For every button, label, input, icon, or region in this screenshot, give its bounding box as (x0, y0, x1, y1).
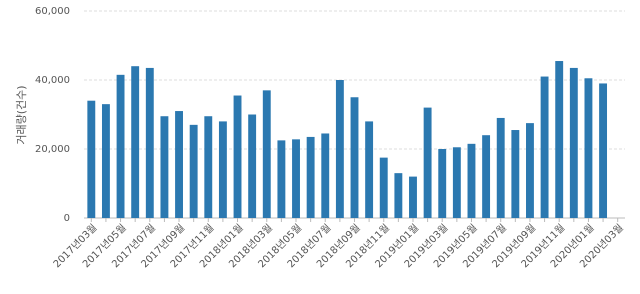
y-axis-label: 거래량(건수) (15, 85, 28, 144)
bar (511, 130, 520, 218)
bar (452, 147, 461, 218)
bar (277, 140, 286, 218)
bar (350, 97, 359, 218)
bar (467, 143, 476, 218)
bar (394, 173, 403, 218)
bar (540, 76, 549, 218)
bar (321, 133, 330, 218)
bar (160, 116, 169, 218)
y-tick-label: 0 (64, 213, 70, 224)
bar (101, 104, 110, 218)
bar (131, 66, 140, 218)
bar (204, 116, 213, 218)
bar (335, 80, 344, 218)
bar (87, 100, 96, 218)
bar (496, 117, 505, 218)
bar (409, 176, 417, 218)
bar (306, 136, 315, 218)
y-tick-label: 60,000 (35, 6, 70, 17)
bar (482, 135, 491, 218)
bar (292, 139, 300, 218)
bar (379, 157, 388, 218)
bar (189, 124, 198, 218)
bar (438, 149, 447, 218)
y-tick-label: 40,000 (35, 75, 70, 86)
bar (233, 95, 242, 218)
bar (145, 67, 154, 218)
bar (218, 121, 227, 218)
bar (584, 78, 593, 219)
bar (248, 114, 257, 218)
bar (526, 123, 534, 218)
bar (175, 111, 183, 218)
y-tick-label: 20,000 (35, 144, 70, 155)
bar (365, 121, 374, 218)
bar (262, 90, 271, 218)
bar (423, 107, 432, 218)
bar (555, 61, 564, 219)
bar (599, 83, 608, 218)
bar (116, 74, 125, 218)
bar (569, 67, 578, 218)
